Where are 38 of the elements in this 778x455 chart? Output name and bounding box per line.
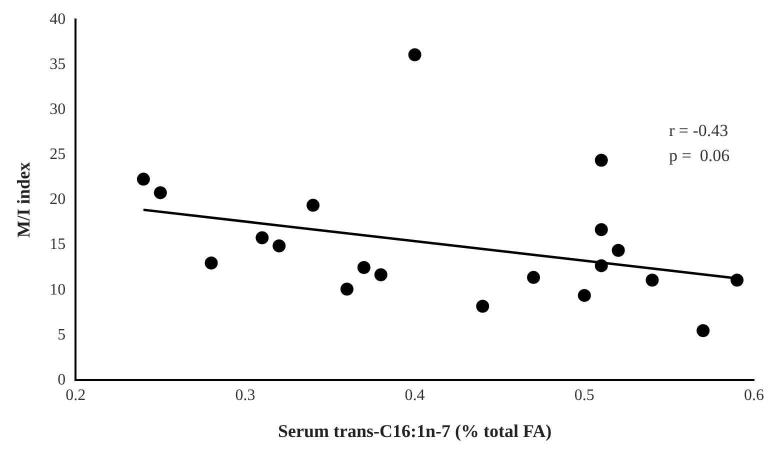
y-tick-label: 30 (50, 100, 66, 118)
point (136, 172, 150, 186)
y-axis-title: M/I index (13, 162, 34, 238)
y-tick-label: 40 (50, 10, 66, 28)
point (306, 198, 320, 212)
y-tick-label: 35 (50, 56, 66, 73)
x-tick-label: 0.2 (66, 387, 86, 404)
point (696, 324, 710, 338)
y-tick-label: 5 (58, 326, 66, 344)
x-tick-label: 0.3 (235, 387, 256, 404)
point (527, 270, 540, 284)
point (612, 244, 625, 257)
point (272, 239, 286, 252)
point (408, 48, 422, 62)
x-tick-label: 0.5 (574, 387, 594, 404)
point (594, 154, 608, 167)
x-tick-label: 0.4 (404, 387, 425, 404)
point (646, 274, 659, 287)
point (578, 288, 591, 302)
point (357, 261, 370, 274)
point (340, 282, 354, 296)
y-tick-label: 0 (58, 371, 66, 388)
x-axis-title: Serum trans-C16:1n-7 (% total FA) (278, 420, 552, 441)
y-tick-label: 25 (50, 146, 66, 164)
annotation: r = -0.43 (669, 121, 728, 140)
point (154, 186, 167, 200)
point (594, 259, 608, 272)
point (730, 274, 744, 287)
x-tick-label: 0.6 (744, 387, 764, 404)
y-tick-label: 10 (50, 281, 66, 298)
point (204, 256, 218, 270)
annotation: p = 0.06 (669, 146, 730, 166)
point (476, 300, 490, 313)
point (374, 268, 388, 282)
point (256, 231, 269, 244)
y-tick-label: 20 (50, 191, 66, 208)
y-tick-label: 15 (50, 236, 66, 254)
point (594, 223, 608, 236)
